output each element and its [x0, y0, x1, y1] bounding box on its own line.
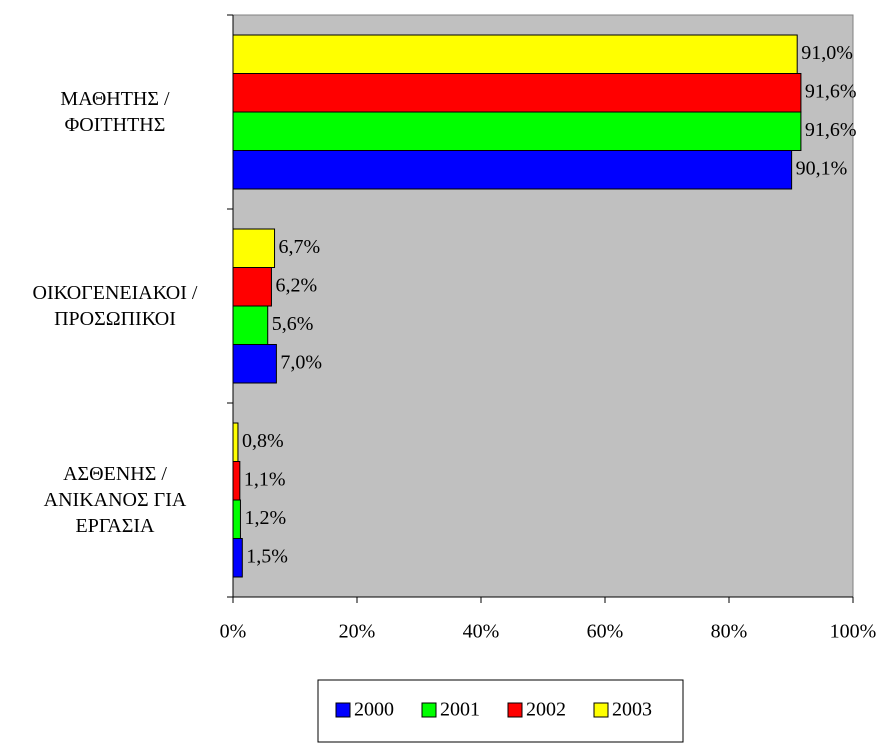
bar	[232, 344, 277, 384]
value-label: 91,6%	[805, 80, 857, 102]
legend-label: 2001	[440, 699, 480, 721]
bar	[232, 111, 802, 151]
x-tick-label: 20%	[339, 621, 376, 643]
value-label: 1,5%	[246, 545, 288, 567]
bar	[232, 422, 239, 462]
value-label: 7,0%	[280, 351, 322, 373]
x-tick-label: 80%	[711, 621, 748, 643]
value-label: 6,7%	[279, 236, 321, 258]
value-label: 1,2%	[244, 507, 286, 529]
bar	[232, 461, 241, 501]
value-label: 6,2%	[275, 274, 317, 296]
value-label: 1,1%	[244, 468, 286, 490]
x-tick-label: 60%	[587, 621, 624, 643]
value-label: 0,8%	[242, 430, 284, 452]
category-label: ΑΣΘΕΝΗΣ / ΑΝΙΚΑΝΟΣ ΓΙΑ ΕΡΓΑΣΙΑ	[43, 463, 187, 537]
legend-swatch	[507, 702, 523, 718]
bar	[232, 228, 276, 268]
bar	[232, 150, 793, 190]
value-label: 91,6%	[805, 119, 857, 141]
legend-label: 2003	[612, 699, 652, 721]
bar	[232, 267, 272, 307]
x-tick-label: 0%	[220, 621, 247, 643]
category-label: ΟΙΚΟΓΕΝΕΙΑΚΟΙ / ΠΡΟΣΩΠΙΚΟΙ	[32, 282, 198, 330]
bar	[232, 34, 798, 74]
legend-swatch	[335, 702, 351, 718]
category-label: ΜΑΘΗΤΗΣ / ΦΟΙΤΗΤΗΣ	[60, 88, 170, 136]
bar	[232, 538, 243, 578]
x-tick-label: 40%	[463, 621, 500, 643]
legend-swatch	[421, 702, 437, 718]
legend-label: 2000	[354, 699, 394, 721]
legend-box	[317, 679, 684, 743]
bar	[232, 73, 802, 113]
bar	[232, 499, 241, 539]
value-label: 90,1%	[796, 157, 848, 179]
legend-swatch	[593, 702, 609, 718]
value-label: 91,0%	[801, 42, 853, 64]
value-label: 5,6%	[272, 313, 314, 335]
legend-label: 2002	[526, 699, 566, 721]
bar	[232, 305, 269, 345]
x-tick-label: 100%	[830, 621, 877, 643]
